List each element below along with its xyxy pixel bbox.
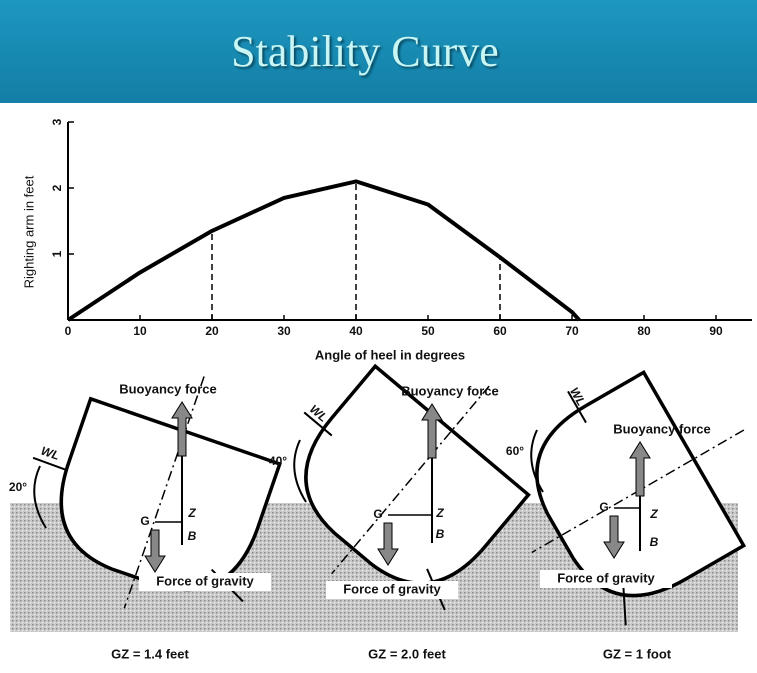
b-label: B (436, 527, 445, 541)
buoyancy-arrow (171, 401, 193, 457)
g-label: G (373, 507, 382, 521)
z-label: Z (649, 507, 658, 521)
waterline-mark (567, 390, 587, 424)
gravity-arrow (603, 515, 625, 559)
gravity-label-bg (326, 581, 458, 599)
buoyancy-label: Buoyancy force (119, 381, 217, 396)
x-tick-label: 90 (709, 324, 723, 338)
waterline-label: WL (307, 402, 330, 425)
b-label: B (188, 529, 197, 543)
y-tick-label: 2 (50, 184, 64, 191)
x-tick-label: 0 (65, 324, 72, 338)
heel-label: 40° (269, 454, 287, 468)
y-tick-label: 1 (50, 250, 64, 257)
header-band (0, 0, 757, 103)
buoyancy-label: Buoyancy force (401, 383, 499, 398)
waterline-label: WL (39, 444, 61, 463)
x-tick-label: 80 (637, 324, 651, 338)
gz-label: GZ = 2.0 feet (368, 646, 446, 661)
g-label: G (140, 514, 149, 528)
heel-label: 20° (9, 480, 27, 494)
buoyancy-arrow (629, 441, 651, 497)
x-tick-label: 10 (133, 324, 147, 338)
gravity-label-bg (139, 573, 271, 591)
gravity-label-bg (540, 570, 672, 588)
g-label: G (599, 500, 608, 514)
gravity-arrow (377, 522, 399, 566)
heel-arc (293, 439, 307, 503)
x-tick-label: 40 (349, 324, 363, 338)
heel-label: 60° (506, 444, 524, 458)
hull (304, 363, 531, 586)
y-axis-label: Righting arm in feet (21, 175, 36, 288)
x-tick-label: 60 (493, 324, 507, 338)
buoyancy-arrow (421, 403, 443, 459)
gravity-label: Force of gravity (343, 581, 441, 596)
gravity-label: Force of gravity (557, 570, 655, 585)
gz-label: GZ = 1 foot (603, 646, 672, 661)
y-tick-label: 3 (50, 118, 64, 125)
z-label: Z (187, 506, 196, 520)
centerline (331, 385, 490, 575)
b-label: B (650, 535, 659, 549)
gravity-arrow (144, 529, 166, 573)
gz-label: GZ = 1.4 feet (111, 646, 189, 661)
waterline-mark (303, 411, 333, 437)
heel-arc (33, 465, 47, 529)
x-tick-label: 30 (277, 324, 291, 338)
x-tick-label: 50 (421, 324, 435, 338)
gravity-label: Force of gravity (156, 573, 254, 588)
x-tick-label: 20 (205, 324, 219, 338)
keel-mark (622, 580, 627, 626)
slide-title: Stability Curve (231, 27, 499, 76)
curve (66, 179, 581, 322)
x-tick-label: 70 (565, 324, 579, 338)
waterline-mark (32, 456, 68, 472)
x-axis-label: Angle of heel in degrees (315, 347, 465, 362)
hull-group (304, 363, 531, 611)
z-label: Z (435, 506, 444, 520)
heel-arc (530, 429, 544, 493)
buoyancy-label: Buoyancy force (613, 421, 711, 436)
